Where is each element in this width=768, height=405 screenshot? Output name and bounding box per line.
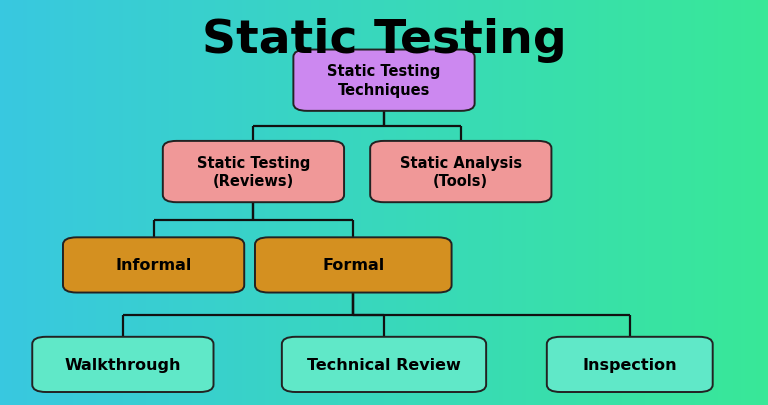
Text: Technical Review: Technical Review	[307, 357, 461, 372]
Text: Static Testing
Techniques: Static Testing Techniques	[327, 64, 441, 98]
Text: Static Testing
(Reviews): Static Testing (Reviews)	[197, 156, 310, 189]
Text: Static Analysis
(Tools): Static Analysis (Tools)	[399, 156, 522, 189]
Text: Formal: Formal	[322, 258, 385, 273]
FancyBboxPatch shape	[282, 337, 486, 392]
FancyBboxPatch shape	[255, 238, 452, 293]
FancyBboxPatch shape	[370, 142, 551, 203]
FancyBboxPatch shape	[547, 337, 713, 392]
Text: Inspection: Inspection	[582, 357, 677, 372]
Text: Informal: Informal	[115, 258, 192, 273]
FancyBboxPatch shape	[293, 50, 475, 111]
FancyBboxPatch shape	[32, 337, 214, 392]
FancyBboxPatch shape	[63, 238, 244, 293]
FancyBboxPatch shape	[163, 142, 344, 203]
Text: Static Testing: Static Testing	[202, 18, 566, 63]
Text: Walkthrough: Walkthrough	[65, 357, 181, 372]
